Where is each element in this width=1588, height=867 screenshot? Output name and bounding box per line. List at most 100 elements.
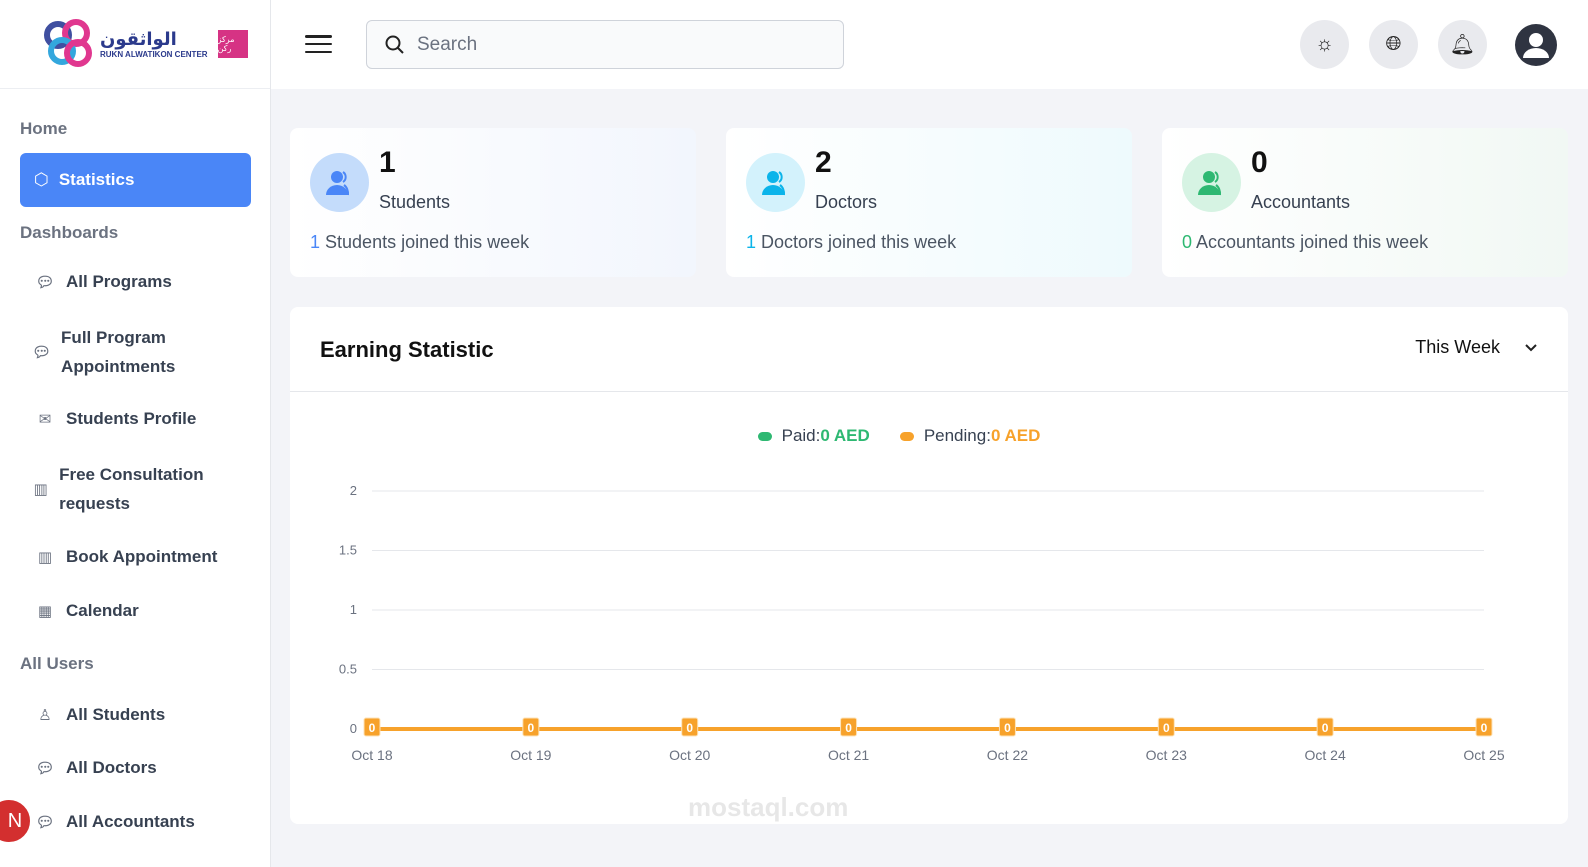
sidebar-item-free-consultation[interactable]: ▥ Free Consultation requests — [0, 460, 230, 518]
statistics-icon: ⬡ — [34, 170, 49, 189]
data-label-box — [1475, 717, 1493, 737]
sidebar-item-all-students[interactable]: ♙ All Students — [0, 704, 165, 726]
language-button[interactable]: 🌐︎ — [1369, 20, 1418, 69]
legend-pending[interactable]: Pending:0 AED — [899, 426, 1041, 446]
sidebar-item-all-doctors[interactable]: 💬︎ All Doctors — [0, 757, 157, 779]
students-week-count: 1 — [310, 232, 321, 252]
students-label: Students — [379, 192, 451, 212]
data-label: 0 — [1004, 721, 1011, 735]
sidebar-item-label: Calendar — [66, 601, 139, 620]
data-label-box — [998, 717, 1016, 737]
sidebar-item-all-programs[interactable]: 💬︎ All Programs — [0, 271, 172, 293]
x-tick-label: Oct 25 — [1463, 747, 1504, 763]
data-label-box — [1157, 717, 1175, 737]
menu-icon[interactable] — [305, 35, 332, 53]
top-header: ☼ 🌐︎ 🔔︎ — [271, 0, 1588, 89]
sidebar-item-label: All Students — [66, 705, 166, 724]
sidebar-item-statistics[interactable]: ⬡ Statistics — [20, 153, 251, 207]
x-tick-label: Oct 19 — [510, 747, 551, 763]
sidebar-item-label: All Programs — [66, 272, 172, 291]
sidebar-item-label: Students Profile — [66, 409, 197, 428]
sidebar-item-calendar[interactable]: ▦ Calendar — [0, 600, 139, 622]
doctors-week-count: 1 — [746, 232, 757, 252]
x-tick-label: Oct 21 — [828, 747, 869, 763]
earning-statistic-card: Earning Statistic This Week Paid:0 AED P… — [290, 307, 1568, 824]
search-input[interactable] — [417, 33, 817, 56]
section-home: Home — [20, 119, 68, 138]
sidebar-item-all-accountants[interactable]: 💬︎ All Accountants — [0, 811, 195, 833]
data-label: 0 — [528, 721, 535, 735]
data-label: 0 — [845, 721, 852, 735]
sidebar-item-label: Book Appointment — [66, 547, 218, 566]
users-icon — [1182, 153, 1241, 212]
sidebar-item-label: All Accountants — [66, 812, 195, 831]
data-label-box — [1316, 717, 1334, 737]
accountants-week-count: 0 — [1182, 232, 1193, 252]
y-tick-label: 2 — [350, 483, 357, 498]
y-tick-label: 0 — [350, 721, 357, 736]
legend-pending-value: 0 AED — [990, 426, 1041, 445]
accountants-count: 0 — [1251, 146, 1268, 179]
section-all-users: All Users — [20, 654, 94, 673]
data-label-box — [363, 717, 381, 737]
sidebar: الواثقون RUKN ALWATIKON CENTER مركز ركن H… — [0, 0, 271, 867]
legend-paid[interactable]: Paid:0 AED — [757, 426, 870, 446]
x-tick-label: Oct 22 — [987, 747, 1028, 763]
accountants-label: Accountants — [1251, 192, 1351, 212]
search-box[interactable] — [366, 20, 844, 69]
sidebar-item-label: Free Consultation requests — [59, 465, 204, 513]
earning-chart: 0 0.5 1 1.5 2 Oct 18 Oct 19 Oct 20 Oct 21 Oct 22 O… — [339, 483, 1505, 763]
chat-icon: 💬︎ — [35, 814, 55, 831]
accountants-week-text: Accountants joined this week — [1196, 232, 1429, 252]
sidebar-item-full-program-appointments[interactable]: 💬︎ Full Program Appointments — [0, 323, 200, 381]
x-tick-label: Oct 20 — [669, 747, 710, 763]
y-tick-label: 0.5 — [339, 662, 357, 677]
sidebar-item-label: All Doctors — [66, 758, 157, 777]
sidebar-item-students-profile[interactable]: ✉ Students Profile — [0, 408, 197, 430]
students-card: 1 Students 1 Students joined this week — [290, 128, 696, 277]
data-label-box — [681, 717, 699, 737]
map-icon: ▥ — [33, 480, 48, 498]
data-label-box — [840, 717, 858, 737]
users-icon — [746, 153, 805, 212]
watermark: mostaql.com — [688, 792, 849, 822]
x-tick-label: Oct 24 — [1305, 747, 1346, 763]
legend-pending-label: Pending: — [923, 426, 991, 445]
map-icon: ▥ — [37, 549, 53, 566]
students-week-text: Students joined this week — [325, 232, 530, 252]
chat-icon: 💬︎ — [35, 760, 55, 777]
data-label: 0 — [1481, 721, 1488, 735]
globe-icon: 🌐︎ — [1385, 33, 1402, 55]
search-icon — [385, 35, 404, 54]
logo[interactable]: الواثقون RUKN ALWATIKON CENTER مركز ركن — [0, 0, 270, 89]
users-icon — [310, 153, 369, 212]
legend-paid-value: 0 AED — [820, 426, 870, 445]
notifications-button[interactable]: 🔔︎ — [1438, 20, 1487, 69]
mail-icon: ✉ — [38, 411, 52, 428]
x-tick-label: Oct 23 — [1146, 747, 1187, 763]
logo-arabic: الواثقون — [100, 29, 177, 49]
sidebar-item-label: Full Program Appointments — [61, 328, 176, 376]
data-label: 0 — [1163, 721, 1170, 735]
student-icon: ♙ — [38, 707, 52, 724]
doctors-label: Doctors — [815, 192, 878, 212]
theme-toggle-button[interactable]: ☼ — [1300, 20, 1349, 69]
sidebar-item-book-appointment[interactable]: ▥ Book Appointment — [0, 546, 218, 568]
chat-icon: 💬︎ — [32, 343, 52, 361]
period-select[interactable]: This Week — [1415, 337, 1538, 358]
profile-button[interactable] — [1511, 20, 1560, 69]
x-tick-label: Oct 18 — [351, 747, 392, 763]
divider — [290, 391, 1568, 392]
doctors-week-text: Doctors joined this week — [761, 232, 957, 252]
logo-mark-icon — [44, 19, 94, 69]
doctors-card: 2 Doctors 1 Doctors joined this week — [726, 128, 1132, 277]
sun-icon: ☼ — [1315, 33, 1334, 55]
user-avatar-floating[interactable]: N — [0, 798, 32, 844]
students-count: 1 — [379, 146, 396, 179]
calendar-icon: ▦ — [37, 603, 53, 620]
earning-title: Earning Statistic — [320, 337, 494, 362]
chat-icon: 💬︎ — [35, 274, 55, 291]
legend-paid-label: Paid: — [781, 426, 821, 445]
user-avatar-icon — [1514, 23, 1557, 66]
data-label: 0 — [369, 721, 376, 735]
